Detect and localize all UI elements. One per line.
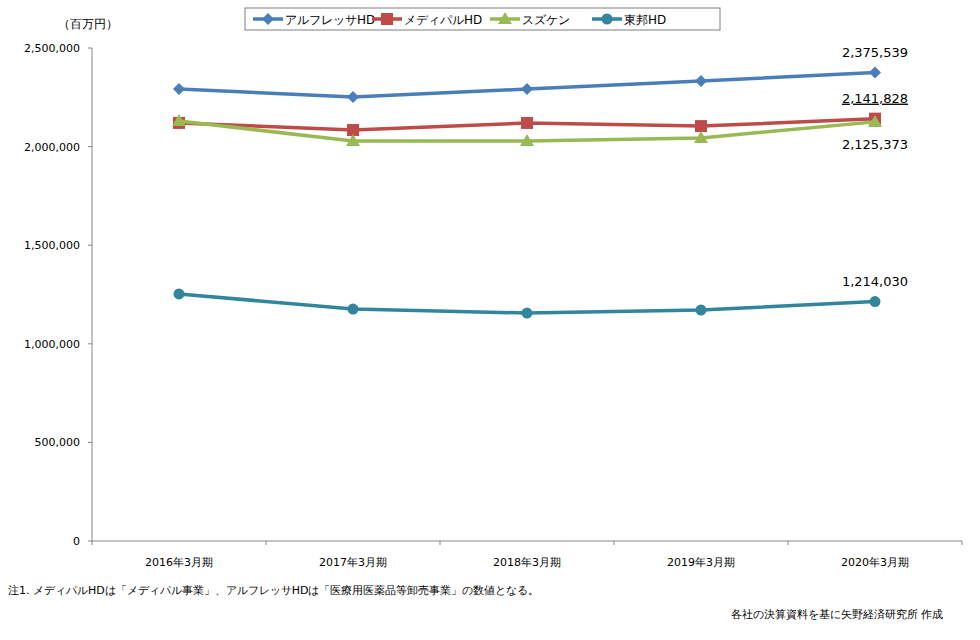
data-label: 2,141,828 bbox=[842, 91, 908, 106]
x-tick-label: 2019年3月期 bbox=[667, 556, 735, 569]
series-marker bbox=[347, 91, 359, 103]
series-marker bbox=[695, 120, 707, 132]
y-tick-label: 2,000,000 bbox=[24, 141, 80, 154]
data-label: 2,125,373 bbox=[842, 137, 908, 152]
data-labels: 2,375,539 2,141,828 2,125,373 1,214,030 bbox=[842, 45, 908, 289]
y-tick-label: 1,500,000 bbox=[24, 239, 80, 252]
plot-area bbox=[172, 67, 882, 319]
series-marker bbox=[521, 117, 533, 129]
x-tick bbox=[92, 541, 93, 545]
data-label: 1,214,030 bbox=[842, 274, 908, 289]
series-marker bbox=[870, 296, 881, 307]
legend: アルフレッサHD メディパルHD スズケン 東邦HD bbox=[245, 8, 720, 30]
series-line bbox=[179, 73, 875, 98]
data-label: 2,375,539 bbox=[842, 45, 908, 60]
legend-marker bbox=[381, 13, 393, 25]
series-marker bbox=[174, 288, 185, 299]
series-marker bbox=[868, 115, 882, 127]
series-marker bbox=[522, 308, 533, 319]
series-marker bbox=[696, 305, 707, 316]
legend-marker bbox=[498, 12, 512, 24]
y-tick bbox=[88, 245, 92, 246]
legend-box bbox=[245, 8, 720, 30]
series-marker bbox=[172, 114, 186, 126]
y-tick bbox=[88, 442, 92, 443]
x-tick-label: 2018年3月期 bbox=[493, 556, 561, 569]
y-tick bbox=[88, 146, 92, 147]
series-marker bbox=[521, 83, 533, 95]
series-marker bbox=[173, 83, 185, 95]
legend-label: アルフレッサHD bbox=[285, 13, 375, 27]
y-tick-label: 2,500,000 bbox=[24, 42, 80, 55]
x-axis bbox=[92, 541, 962, 542]
legend-label: メディパルHD bbox=[404, 13, 482, 27]
x-tick-label: 2017年3月期 bbox=[319, 556, 387, 569]
legend-marker bbox=[602, 14, 613, 25]
legend-label: 東邦HD bbox=[624, 13, 666, 27]
source: 各社の決算資料を基に矢野経済研究所 作成 bbox=[731, 608, 944, 621]
series-marker bbox=[348, 304, 359, 315]
x-tick-label: 2020年3月期 bbox=[841, 556, 909, 569]
y-tick bbox=[88, 541, 92, 542]
y-tick-label: 0 bbox=[73, 535, 80, 548]
series-marker bbox=[346, 134, 360, 146]
x-tick bbox=[962, 541, 963, 545]
series-marker bbox=[695, 75, 707, 87]
x-tick bbox=[788, 541, 789, 545]
chart: （百万円） 0 500,000 1,000,000 1,500,000 2,000,000… bbox=[0, 0, 980, 640]
x-tick-label: 2016年3月期 bbox=[145, 556, 213, 569]
legend-marker bbox=[262, 13, 274, 25]
series-marker bbox=[869, 67, 881, 79]
series-marker bbox=[694, 131, 708, 143]
y-axis-unit: （百万円） bbox=[58, 17, 118, 31]
x-tick bbox=[266, 541, 267, 545]
y-tick bbox=[88, 48, 92, 49]
y-axis bbox=[92, 48, 93, 541]
y-tick bbox=[88, 343, 92, 344]
note: 注1. メディパルHDは「メディパル事業」、アルフレッサHDは「医療用医薬品等卸… bbox=[8, 584, 539, 597]
x-tick bbox=[440, 541, 441, 545]
legend-label: スズケン bbox=[522, 13, 570, 27]
y-tick-label: 500,000 bbox=[35, 436, 81, 449]
x-tick bbox=[614, 541, 615, 545]
series-marker bbox=[520, 134, 534, 146]
y-tick-label: 1,000,000 bbox=[24, 338, 80, 351]
